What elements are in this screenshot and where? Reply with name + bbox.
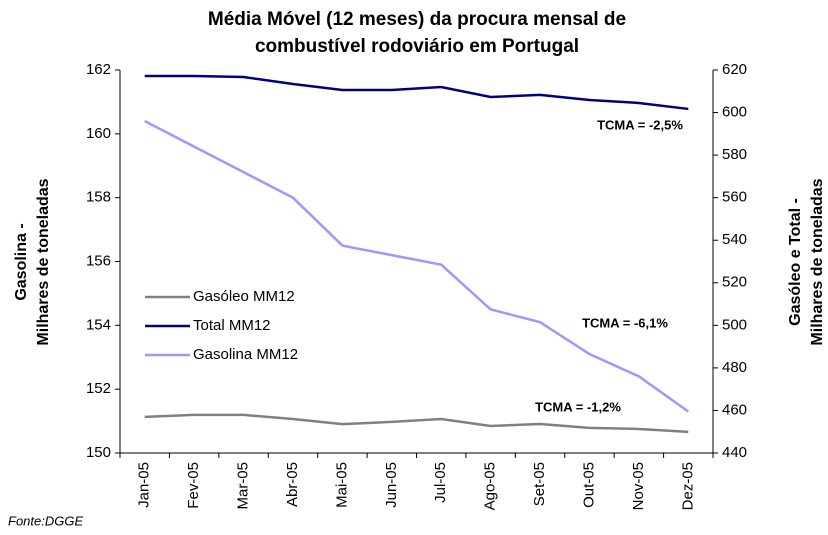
y2-tick-label: 480 bbox=[722, 359, 747, 376]
y-tick-label: 156 bbox=[86, 252, 111, 269]
x-tick-label: Abr-05 bbox=[284, 462, 301, 507]
y2-tick-label: 600 bbox=[722, 104, 747, 121]
annotation: TCMA = -6,1% bbox=[582, 315, 668, 330]
y-tick-label: 150 bbox=[86, 444, 111, 461]
y2-tick-label: 460 bbox=[722, 401, 747, 418]
y-tick-label: 158 bbox=[86, 189, 111, 206]
chart-title: combustível rodoviário em Portugal bbox=[255, 36, 579, 57]
y2-tick-label: 620 bbox=[722, 61, 747, 78]
y2-axis-label: Gasóleo e Total - bbox=[787, 198, 804, 326]
y2-axis-label: Milhares de toneladas bbox=[809, 178, 826, 345]
series-line bbox=[144, 119, 690, 413]
legend-label: Gasolina MM12 bbox=[193, 346, 298, 363]
annotation: TCMA = -1,2% bbox=[535, 399, 621, 414]
annotation: TCMA = -2,5% bbox=[597, 117, 683, 132]
y2-tick-label: 520 bbox=[722, 274, 747, 291]
y-tick-label: 162 bbox=[86, 61, 111, 78]
chart-title: Média Móvel (12 meses) da procura mensal… bbox=[208, 9, 626, 30]
x-tick-label: Mai-05 bbox=[333, 462, 350, 508]
legend-label: Gasóleo MM12 bbox=[193, 288, 295, 305]
x-tick-label: Out-05 bbox=[580, 462, 597, 508]
series-line bbox=[144, 413, 689, 434]
source-note: Fonte:DGGE bbox=[8, 513, 83, 528]
legend-label: Total MM12 bbox=[193, 317, 271, 334]
x-tick-label: Set-05 bbox=[531, 462, 548, 506]
y-tick-label: 154 bbox=[86, 316, 111, 333]
y2-tick-label: 580 bbox=[722, 146, 747, 163]
x-tick-label: Nov-05 bbox=[630, 462, 647, 510]
y2-tick-label: 440 bbox=[722, 444, 747, 461]
y-axis-label: Gasolina - bbox=[13, 223, 30, 300]
x-tick-label: Jan-05 bbox=[136, 462, 153, 508]
y-axis-label: Milhares de toneladas bbox=[35, 178, 52, 345]
x-tick-label: Fev-05 bbox=[185, 462, 202, 509]
x-tick-label: Ago-05 bbox=[482, 462, 499, 510]
x-tick-label: Jul-05 bbox=[432, 462, 449, 503]
series-line bbox=[144, 74, 689, 111]
y2-tick-label: 500 bbox=[722, 316, 747, 333]
x-tick-label: Mar-05 bbox=[235, 462, 252, 510]
y-tick-label: 160 bbox=[86, 125, 111, 142]
y-tick-label: 152 bbox=[86, 380, 111, 397]
y2-tick-label: 540 bbox=[722, 231, 747, 248]
x-tick-label: Dez-05 bbox=[679, 462, 696, 510]
x-tick-label: Jun-05 bbox=[383, 462, 400, 508]
y2-tick-label: 560 bbox=[722, 189, 747, 206]
